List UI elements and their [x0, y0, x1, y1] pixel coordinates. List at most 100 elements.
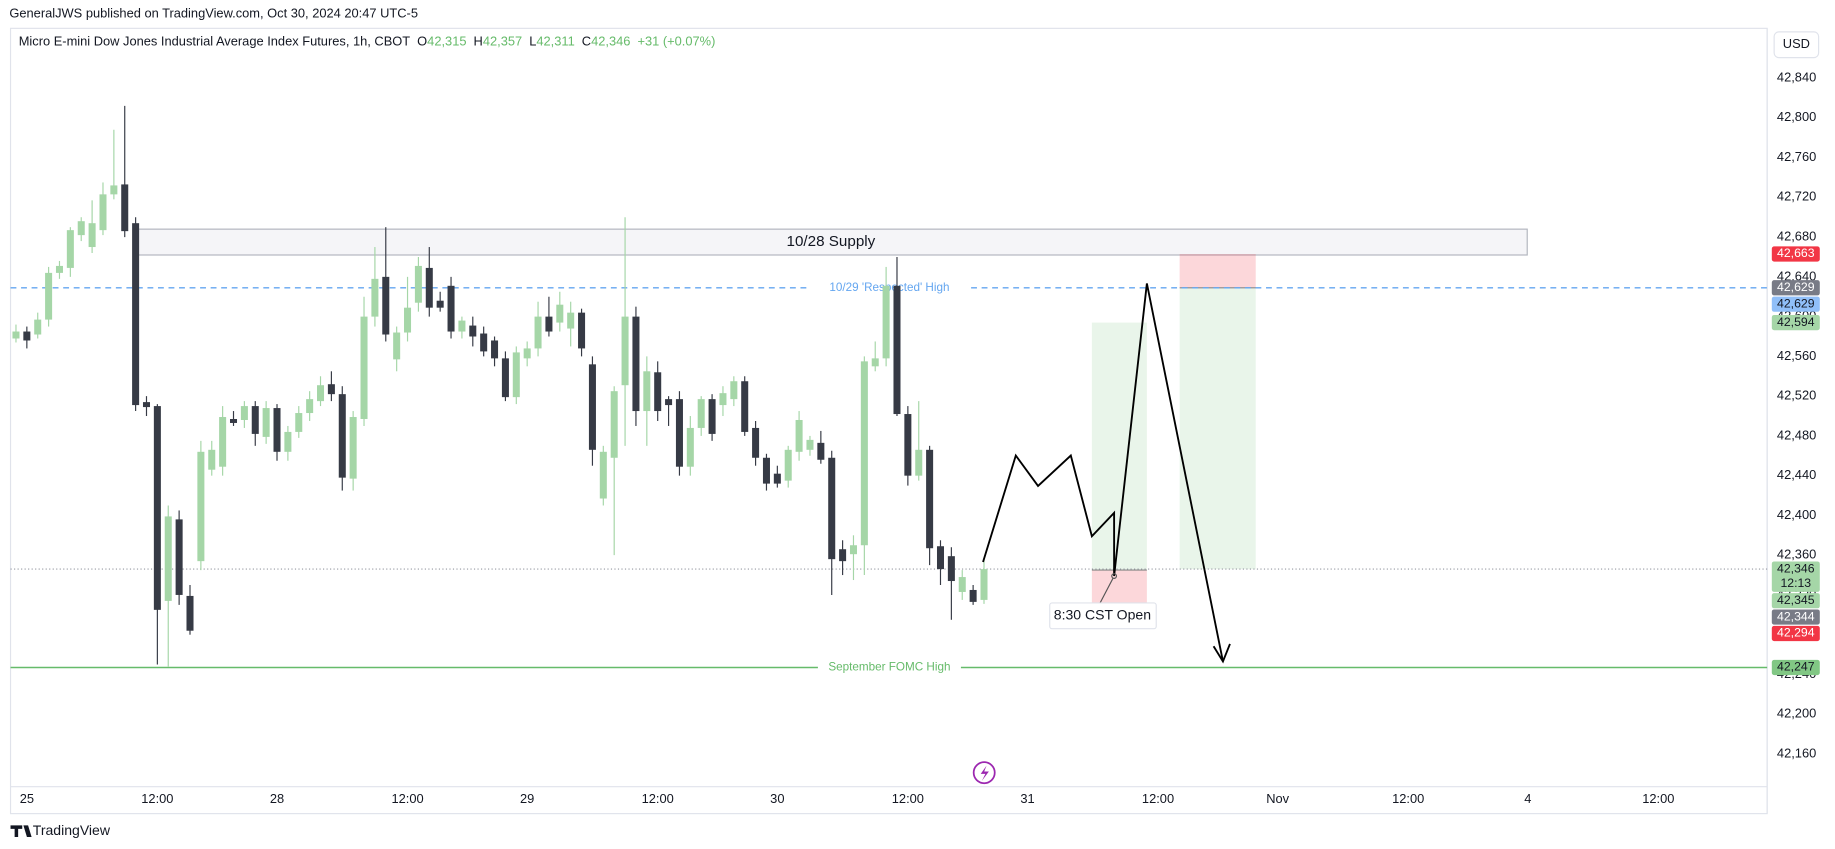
candle-body — [969, 589, 977, 602]
x-tick-label: Nov — [1266, 791, 1289, 806]
candle-body — [360, 316, 368, 420]
candle-body — [99, 194, 107, 231]
legend-value: 42,311 — [536, 34, 574, 49]
candle-body — [186, 595, 194, 631]
candle-body — [229, 419, 238, 423]
candle-body — [936, 546, 945, 570]
currency-button[interactable] — [1773, 31, 1820, 59]
legend-value: 42,357 — [483, 34, 522, 49]
candle-body — [730, 381, 738, 400]
currency-label[interactable]: USD — [1783, 36, 1810, 51]
candle-body — [926, 449, 934, 549]
candle-body — [849, 545, 857, 555]
price-badge-label: 42,346 — [1777, 561, 1815, 575]
candle-body — [806, 439, 814, 450]
legend-value: 42,315 — [427, 34, 466, 49]
candle-body — [480, 333, 488, 352]
legend-key: H — [474, 34, 483, 49]
price-badge — [1771, 609, 1820, 625]
price-badge — [1771, 280, 1820, 296]
price-badge — [1771, 593, 1820, 609]
candle-body — [23, 331, 31, 341]
callout-box — [1049, 602, 1157, 630]
y-tick-label: 42,800 — [1777, 109, 1816, 124]
candle-body — [208, 449, 216, 470]
legend-key: L — [529, 34, 536, 49]
y-tick-label: 42,840 — [1777, 69, 1816, 84]
x-tick-label: 12:00 — [1392, 791, 1424, 806]
x-tick-label: 12:00 — [141, 791, 173, 806]
candle-body — [795, 419, 803, 452]
callout-anchor — [1111, 573, 1118, 579]
candle-body — [142, 402, 151, 408]
candle-body — [77, 221, 85, 236]
candle-body — [262, 408, 270, 437]
candle-body — [871, 358, 879, 367]
y-tick-label: 42,640 — [1777, 268, 1816, 283]
candle-body — [338, 394, 346, 478]
candle-body — [12, 331, 20, 339]
short-stop-zone — [1179, 253, 1256, 288]
candle-body — [132, 223, 140, 406]
price-badge — [1771, 296, 1820, 312]
price-badge — [1771, 314, 1820, 331]
price-badge-label: 42,629 — [1777, 280, 1815, 294]
callout-leader — [1099, 578, 1114, 604]
x-tick-label: 12:00 — [1642, 791, 1674, 806]
candle-body — [947, 556, 955, 582]
price-badge — [1771, 659, 1820, 676]
candle-body — [915, 449, 923, 476]
candle-body — [273, 408, 281, 452]
x-tick-label: 12:00 — [391, 791, 423, 806]
candle-body — [349, 417, 357, 479]
candle-body — [643, 371, 651, 412]
candle-body — [164, 516, 172, 601]
price-badge-label: 42,344 — [1777, 609, 1815, 623]
candle-body — [240, 406, 248, 420]
y-tick-label: 42,680 — [1777, 229, 1816, 244]
candle-body — [382, 276, 390, 335]
price-badge — [1771, 625, 1820, 642]
candle-body — [121, 184, 129, 232]
x-tick-label: 29 — [520, 791, 534, 806]
price-badge-label: 42,247 — [1777, 660, 1815, 674]
candle-body — [436, 300, 444, 308]
candle-body — [752, 427, 760, 458]
candle-body — [708, 399, 716, 434]
price-badge — [1771, 561, 1820, 592]
candle-body — [523, 348, 531, 359]
candle-body — [762, 457, 770, 484]
x-tick-label: 28 — [270, 791, 284, 806]
candle-body — [893, 285, 901, 415]
candle-body — [447, 285, 455, 332]
candle-body — [839, 549, 847, 562]
price-badge-label: 42,594 — [1777, 315, 1815, 329]
candle-body — [578, 312, 586, 349]
level-label: September FOMC High — [828, 661, 950, 674]
chart-layer: 25 12:00 28 12:00 29 12:00 30 12:00 31 12:00 Nov 12… — [10, 69, 1820, 806]
legend: Micro E-mini Dow Jones Industrial Averag… — [19, 34, 716, 49]
candle-body — [197, 451, 205, 562]
candle-body — [153, 406, 161, 610]
candle-body — [665, 399, 673, 406]
candle-body — [404, 307, 412, 333]
y-tick-label: 42,560 — [1777, 348, 1816, 363]
y-tick-label: 42,400 — [1777, 507, 1816, 522]
events-bolt — [980, 765, 989, 781]
x-tick-label: 12:00 — [642, 791, 674, 806]
candle-body — [534, 316, 542, 349]
candle-body — [675, 399, 683, 467]
supply-zone-label: 10/28 Supply — [787, 233, 876, 250]
candle-body — [327, 384, 335, 395]
candle-body — [882, 285, 890, 359]
candle-body — [697, 399, 705, 428]
projection-arrowhead — [1212, 643, 1231, 664]
candle-body — [469, 325, 477, 337]
candle-body — [828, 457, 836, 560]
candle-body — [175, 519, 183, 595]
candle-body — [491, 340, 499, 359]
candle-body — [512, 352, 520, 398]
publisher: GeneralJWS published on TradingView.com,… — [9, 6, 418, 21]
